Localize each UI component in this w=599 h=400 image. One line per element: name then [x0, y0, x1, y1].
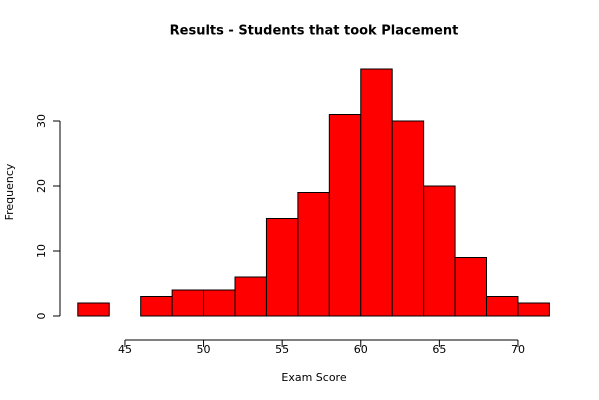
x-axis-label: Exam Score [281, 371, 346, 384]
bar [486, 296, 519, 317]
x-tick-label: 45 [118, 343, 132, 356]
bar [297, 192, 330, 317]
bar [265, 218, 299, 317]
chart-title: Results - Students that took Placement [170, 24, 459, 39]
bar [391, 120, 425, 317]
bar [140, 296, 173, 317]
bar [517, 302, 550, 317]
bar [328, 114, 362, 317]
y-tick-label: 0 [35, 313, 48, 320]
bar [423, 185, 456, 317]
y-tick-label: 30 [35, 114, 48, 128]
bar [203, 289, 236, 317]
y-axis-label: Frequency [3, 163, 16, 220]
y-tick-label: 10 [35, 244, 48, 258]
x-tick-label: 70 [511, 343, 525, 356]
x-tick-label: 60 [354, 343, 368, 356]
x-tick-label: 55 [275, 343, 289, 356]
bar [77, 302, 110, 317]
bar [454, 257, 488, 317]
x-tick-label: 50 [197, 343, 211, 356]
y-tick-label: 20 [35, 179, 48, 193]
x-tick-label: 65 [432, 343, 446, 356]
bar [360, 68, 393, 317]
bar [171, 289, 205, 317]
bar [234, 276, 267, 317]
